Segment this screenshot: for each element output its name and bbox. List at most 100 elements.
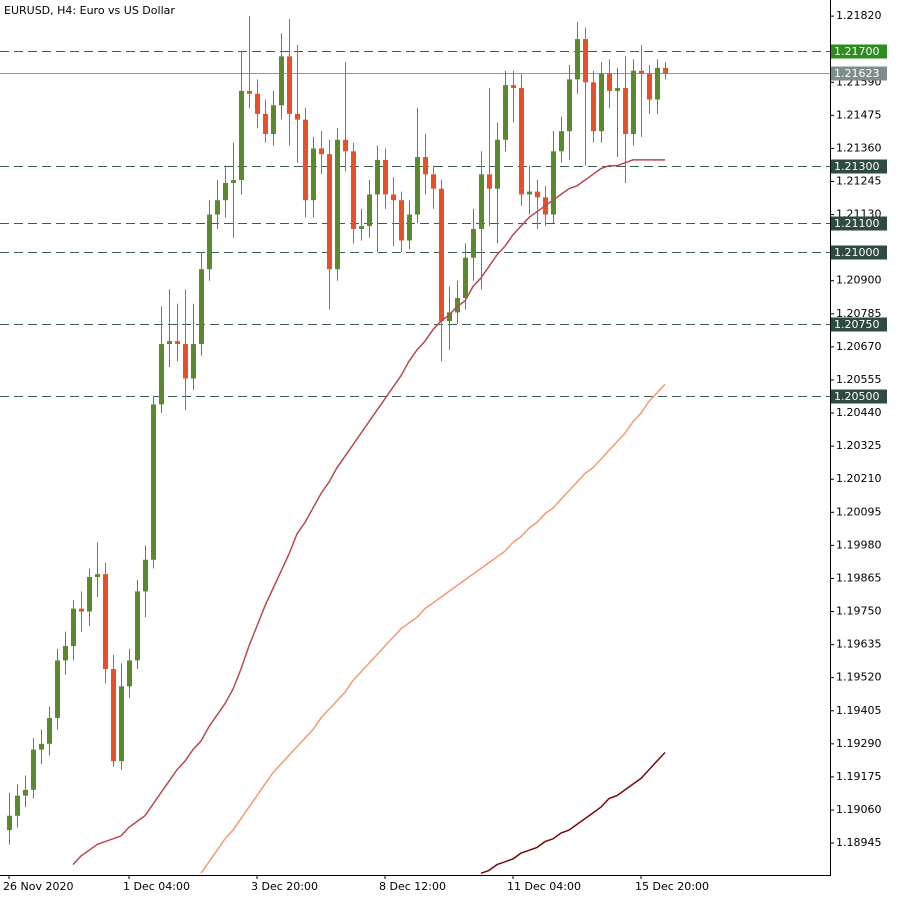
y-tick-label: 1.21360	[836, 141, 882, 154]
candle-body	[303, 119, 308, 201]
candle-body	[663, 67, 668, 74]
level-label-box	[831, 216, 887, 231]
candle-body	[479, 174, 484, 229]
candle-body	[159, 344, 164, 405]
candle-body	[183, 344, 188, 379]
candle-body	[215, 200, 220, 215]
level-label: 1.21000	[834, 246, 880, 259]
y-tick-label: 1.20670	[836, 340, 882, 353]
candle-body	[455, 297, 460, 313]
candle-body	[7, 815, 12, 831]
candle-body	[31, 749, 36, 790]
candle-body	[487, 174, 492, 189]
candle-body	[575, 39, 580, 80]
y-tick-label: 1.19290	[836, 737, 882, 750]
candle-body	[471, 228, 476, 258]
y-tick-label: 1.21245	[836, 175, 882, 188]
candle-body	[423, 157, 428, 175]
candle-body	[23, 789, 28, 796]
candle-body	[199, 269, 204, 345]
candle-body	[631, 70, 636, 135]
plot	[7, 16, 668, 875]
candle-body	[295, 113, 300, 120]
candle-body	[271, 105, 276, 135]
candle-body	[623, 88, 628, 135]
candle-body	[607, 73, 612, 91]
candle-body	[167, 341, 172, 345]
level-label: 1.21100	[834, 217, 880, 230]
y-tick-label: 1.19175	[836, 770, 882, 783]
candle-body	[39, 743, 44, 750]
candle-body	[439, 188, 444, 322]
x-tick-label: 15 Dec 20:00	[635, 880, 709, 893]
candle-body	[535, 191, 540, 198]
candle-body	[599, 73, 604, 132]
candle-body	[391, 194, 396, 201]
y-tick-label: 1.19980	[836, 538, 882, 551]
axis: 1.218201.215901.214751.213601.212451.211…	[3, 9, 887, 893]
y-tick-label: 1.19635	[836, 638, 882, 651]
x-tick-label: 26 Nov 2020	[3, 880, 73, 893]
y-tick-label: 1.20095	[836, 505, 882, 518]
candle-body	[87, 577, 92, 612]
moving-average-line	[480, 751, 666, 875]
x-tick-label: 8 Dec 12:00	[379, 880, 446, 893]
candle-body	[191, 344, 196, 379]
candle-body	[527, 191, 532, 195]
candle-body	[551, 151, 556, 215]
x-tick-label: 3 Dec 20:00	[251, 880, 318, 893]
y-tick-label: 1.20325	[836, 439, 882, 452]
candle-body	[135, 591, 140, 661]
candle-body	[503, 85, 508, 140]
candle-body	[511, 85, 516, 89]
candle-body	[519, 88, 524, 195]
y-tick-label: 1.19405	[836, 704, 882, 717]
candle-body	[95, 574, 100, 578]
x-tick-label: 11 Dec 04:00	[507, 880, 581, 893]
candle-body	[383, 159, 388, 195]
moving-average-line	[200, 383, 666, 874]
level-label: 1.20500	[834, 390, 880, 403]
candle-body	[111, 669, 116, 762]
y-tick-label: 1.21475	[836, 108, 882, 121]
level-label-box	[831, 317, 887, 332]
level-label-box	[831, 389, 887, 404]
y-tick-label: 1.19060	[836, 803, 882, 816]
candle-body	[127, 660, 132, 687]
level-label-box	[831, 44, 887, 59]
candle-body	[431, 174, 436, 189]
candle-body	[15, 795, 20, 816]
candle-body	[311, 148, 316, 201]
levels	[0, 51, 830, 397]
candle-body	[287, 56, 292, 114]
candle-body	[567, 79, 572, 132]
y-tick-label: 1.20785	[836, 307, 882, 320]
candle-body	[103, 574, 108, 670]
candle-body	[255, 93, 260, 114]
candle-body	[79, 608, 84, 612]
candle-body	[415, 157, 420, 215]
chart-title: EURUSD, H4: Euro vs US Dollar	[4, 4, 175, 17]
y-tick-label: 1.20555	[836, 373, 882, 386]
level-label: 1.21300	[834, 160, 880, 173]
candle-body	[247, 90, 252, 94]
y-tick-label: 1.19865	[836, 571, 882, 584]
candle-body	[463, 257, 468, 298]
candle-body	[207, 214, 212, 270]
level-label-box	[831, 245, 887, 260]
candle-body	[63, 646, 68, 661]
candle-body	[151, 404, 156, 560]
candle-body	[447, 312, 452, 322]
candle-body	[375, 159, 380, 195]
candle-body	[263, 113, 268, 135]
candle-body	[279, 56, 284, 106]
candle-body	[583, 39, 588, 83]
candle-body	[223, 182, 228, 201]
candle-body	[55, 660, 60, 718]
candle-body	[175, 341, 180, 345]
y-tick-label: 1.18945	[836, 836, 882, 849]
y-tick-label: 1.20440	[836, 406, 882, 419]
candle-body	[495, 139, 500, 189]
